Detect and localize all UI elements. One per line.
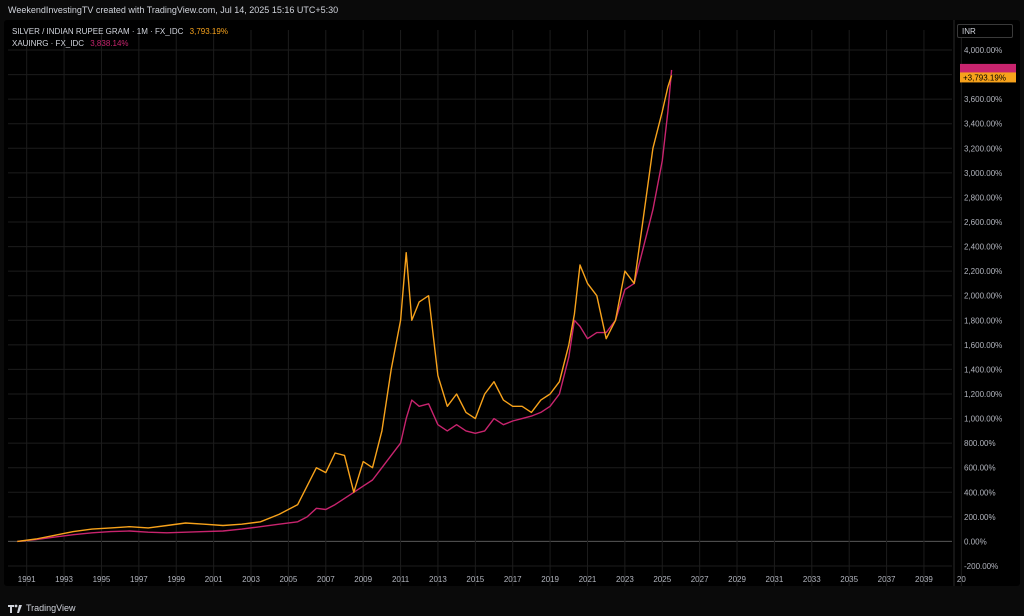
x-tick-label: 2015 <box>466 575 484 584</box>
chart-area[interactable]: 4,000.00%3,800.00%3,600.00%3,400.00%3,20… <box>4 20 1020 586</box>
x-tick-label: 1995 <box>93 575 111 584</box>
legend-gold-value: 3,838.14% <box>90 39 129 48</box>
currency-badge[interactable]: INR <box>957 24 1013 38</box>
x-tick-label: 2005 <box>279 575 297 584</box>
x-tick-label: 2021 <box>579 575 597 584</box>
chart-legend: SILVER / INDIAN RUPEE GRAM · 1M · FX_IDC… <box>12 26 228 50</box>
y-tick-label: 200.00% <box>964 513 996 522</box>
x-tick-label: 2035 <box>840 575 858 584</box>
legend-silver[interactable]: SILVER / INDIAN RUPEE GRAM · 1M · FX_IDC… <box>12 26 228 38</box>
x-tick-label: 2029 <box>728 575 746 584</box>
x-tick-label: 2033 <box>803 575 821 584</box>
x-tick-label: 2009 <box>354 575 372 584</box>
chart-credit: WeekendInvestingTV created with TradingV… <box>8 5 339 15</box>
footer-brand-label: TradingView <box>26 603 76 613</box>
y-tick-label: 2,400.00% <box>964 243 1002 252</box>
x-tick-label: 2007 <box>317 575 335 584</box>
x-tick-label: 2027 <box>691 575 709 584</box>
legend-gold[interactable]: XAUINRG · FX_IDC 3,838.14% <box>12 38 228 50</box>
x-tick-label: 1999 <box>167 575 185 584</box>
x-tick-label: 2031 <box>766 575 784 584</box>
line-chart[interactable]: 4,000.00%3,800.00%3,600.00%3,400.00%3,20… <box>4 20 1020 586</box>
y-tick-label: 2,600.00% <box>964 218 1002 227</box>
x-tick-label: 1997 <box>130 575 148 584</box>
series-line-gold[interactable] <box>17 69 673 543</box>
x-tick-label: 2023 <box>616 575 634 584</box>
x-tick-label: 1993 <box>55 575 73 584</box>
y-tick-label: 3,400.00% <box>964 120 1002 129</box>
y-tick-label: 4,000.00% <box>964 46 1002 55</box>
footer-brand[interactable]: TradingView <box>8 603 76 613</box>
x-tick-label: 2025 <box>653 575 671 584</box>
y-tick-label: 1,800.00% <box>964 316 1002 325</box>
last-value-tag-gold <box>960 63 1016 74</box>
x-tick-label: 2017 <box>504 575 522 584</box>
y-tick-label: 800.00% <box>964 439 996 448</box>
y-tick-label: 3,200.00% <box>964 144 1002 153</box>
x-tick-label: 2039 <box>915 575 933 584</box>
last-value-tag-silver <box>960 72 1016 83</box>
y-tick-label: 1,400.00% <box>964 365 1002 374</box>
y-tick-label: 0.00% <box>964 537 987 546</box>
x-tick-label: 2037 <box>878 575 896 584</box>
x-tick-label: 2001 <box>205 575 223 584</box>
x-tick-label: 20 <box>957 575 966 584</box>
y-tick-label: 2,800.00% <box>964 193 1002 202</box>
y-tick-label: 1,600.00% <box>964 341 1002 350</box>
legend-silver-value: 3,793.19% <box>189 27 228 36</box>
y-tick-label: 2,200.00% <box>964 267 1002 276</box>
y-tick-label: 400.00% <box>964 488 996 497</box>
last-value-label: +3,793.19% <box>963 73 1006 82</box>
x-tick-label: 1991 <box>18 575 36 584</box>
y-tick-label: 3,600.00% <box>964 95 1002 104</box>
y-tick-label: 1,200.00% <box>964 390 1002 399</box>
y-tick-label: -200.00% <box>964 562 998 571</box>
y-tick-label: 3,000.00% <box>964 169 1002 178</box>
y-tick-label: 2,000.00% <box>964 292 1002 301</box>
x-tick-label: 2013 <box>429 575 447 584</box>
x-tick-label: 2019 <box>541 575 559 584</box>
y-tick-label: 600.00% <box>964 464 996 473</box>
y-tick-label: 1,000.00% <box>964 415 1002 424</box>
tradingview-logo-icon <box>8 603 22 613</box>
x-tick-label: 2003 <box>242 575 260 584</box>
series-line-silver[interactable] <box>17 75 673 543</box>
legend-silver-symbol: SILVER / INDIAN RUPEE GRAM · 1M · FX_IDC <box>12 27 184 36</box>
legend-gold-symbol: XAUINRG · FX_IDC <box>12 39 85 48</box>
x-tick-label: 2011 <box>392 575 410 584</box>
